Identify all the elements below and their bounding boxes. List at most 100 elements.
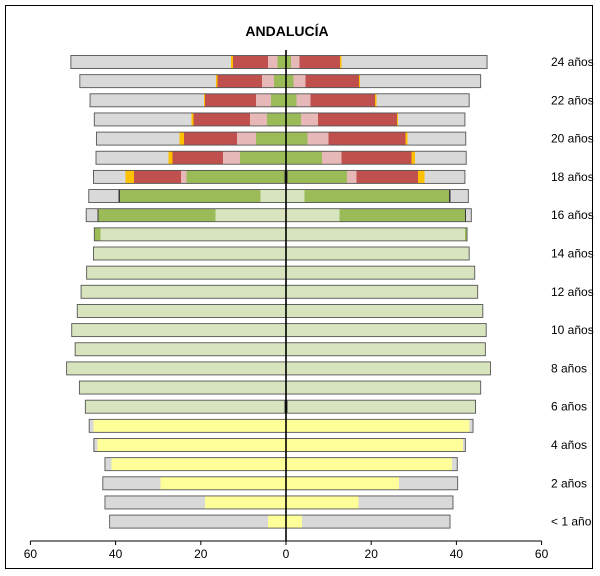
bar-segment-23-a-os-left-green: [274, 74, 286, 88]
bar-segment--1-a-o-right-yellow: [286, 515, 303, 529]
bar-segment-12-a-os-left-light_green: [81, 285, 286, 299]
bar-segment-20-a-os-left-green: [256, 132, 286, 146]
bar-segment-5-a-os-left-yellow: [93, 419, 286, 433]
bar-segment-5-a-os-left-gray: [89, 419, 94, 433]
bar-segment-11-a-os-left-light_green: [77, 304, 286, 318]
bar-segment--1-a-o-left-yellow: [268, 515, 286, 529]
bar-segment-9-a-os-left-light_green: [75, 342, 286, 356]
age-label: < 1 año: [551, 515, 592, 529]
bar-segment-1-a-o-right-gray: [358, 495, 453, 509]
bar-segment-18-a-os-right-green: [287, 170, 347, 184]
bar-segment-5-a-os-right-gray: [469, 419, 474, 433]
bar-segment-3-a-os-right-yellow: [286, 457, 453, 471]
bar-segment-1-a-o-left-gray: [104, 495, 206, 509]
bar-segment-24-a-os-left-green: [277, 55, 286, 69]
bar-segment-13-a-os-right-light_green: [286, 266, 475, 280]
bar-segment-8-a-os-left-light_green: [66, 361, 286, 375]
bar-segment-20-a-os-right-gray: [407, 132, 466, 146]
bar-segment-8-a-os-right-light_green: [286, 361, 491, 375]
age-label: 10 años: [551, 323, 594, 337]
bar-segment-16-a-os-left-green: [98, 208, 216, 222]
bar-segment-19-a-os-left-gray: [96, 151, 169, 165]
bar-segment-16-a-os-left-light_green: [215, 208, 286, 222]
bar-segment-21-a-os-left-orange: [191, 112, 194, 126]
bar-segment-16-a-os-right-green: [339, 208, 465, 222]
bar-segment-3-a-os-right-gray: [452, 457, 458, 471]
bar-segment-21-a-os-right-pink: [300, 112, 318, 126]
x-tick-label: 60: [535, 547, 549, 561]
bar-segment-21-a-os-right-gray: [398, 112, 465, 126]
bar-segment-18-a-os-left-pink: [180, 170, 187, 184]
age-label: 6 años: [551, 400, 587, 414]
bar-segment-22-a-os-right-red: [310, 93, 376, 107]
age-label: 24 años: [551, 55, 594, 69]
bar-segment-20-a-os-right-orange: [405, 132, 408, 146]
bar-segment-19-a-os-left-green: [239, 151, 286, 165]
bar-segment-20-a-os-right-pink: [307, 132, 329, 146]
bar-segment-19-a-os-right-pink: [322, 151, 342, 165]
bar-segment-7-a-os-right-light_green: [286, 381, 481, 395]
bar-segment-22-a-os-left-orange: [203, 93, 206, 107]
age-label: 14 años: [551, 247, 594, 261]
bar-segment-23-a-os-left-pink: [262, 74, 275, 88]
bar-segment-17-a-os-right-dark: [449, 189, 451, 203]
bar-segment-24-a-os-left-pink: [268, 55, 278, 69]
bar-segment-4-a-os-left-gray: [93, 438, 98, 452]
bar-segment-23-a-os-left-gray: [79, 74, 217, 88]
bar-segment-6-a-os-right-light_green: [287, 400, 476, 414]
bar-segment-9-a-os-right-light_green: [286, 342, 486, 356]
bar-segment-17-a-os-right-green: [304, 189, 450, 203]
bar-segment-24-a-os-right-green: [286, 55, 292, 69]
bar-segment-20-a-os-left-red: [183, 132, 238, 146]
bar-segment-21-a-os-left-pink: [249, 112, 267, 126]
bar-segment-17-a-os-left-green: [119, 189, 261, 203]
bar-segment-12-a-os-right-light_green: [286, 285, 478, 299]
age-label: 22 años: [551, 93, 594, 107]
bar-segment-2-a-os-left-yellow: [160, 476, 286, 490]
bar-segment-4-a-os-right-yellow: [286, 438, 463, 452]
bar-segment-17-a-os-left-gray: [88, 189, 119, 203]
bar-segment-23-a-os-left-orange: [216, 74, 218, 88]
bar-segment-4-a-os-left-yellow: [97, 438, 287, 452]
bar-segment-24-a-os-right-orange: [340, 55, 342, 69]
bar-segment-18-a-os-left-orange: [125, 170, 134, 184]
bar-segment-18-a-os-right-gray: [424, 170, 465, 184]
bar-segment-23-a-os-right-gray: [360, 74, 481, 88]
bar-segment-6-a-os-left-light_green: [85, 400, 285, 414]
bar-segment-21-a-os-left-green: [266, 112, 286, 126]
age-label: 4 años: [551, 438, 587, 452]
bar-segment-17-a-os-right-light_green: [286, 189, 305, 203]
bar-segment-20-a-os-left-pink: [237, 132, 257, 146]
bar-segment-22-a-os-left-gray: [90, 93, 204, 107]
bar-segment-19-a-os-left-pink: [222, 151, 240, 165]
bar-segment-15-a-os-right-green: [464, 227, 468, 241]
bar-segment-18-a-os-right-pink: [346, 170, 357, 184]
bar-segment-16-a-os-right-dark: [464, 208, 467, 222]
bar-segment-18-a-os-left-red: [133, 170, 181, 184]
bar-segment-22-a-os-left-red: [205, 93, 257, 107]
bar-segment-14-a-os-left-light_green: [93, 247, 286, 260]
bar-segment-18-a-os-right-orange: [418, 170, 425, 184]
bar-segment-19-a-os-left-orange: [168, 151, 173, 165]
bar-segment-7-a-os-left-light_green: [79, 381, 286, 395]
bar-segment-22-a-os-right-pink: [296, 93, 311, 107]
bar-segment-16-a-os-right-gray: [466, 208, 472, 222]
age-label: 8 años: [551, 361, 587, 375]
bar-segment-5-a-os-right-yellow: [286, 419, 470, 433]
bar-segment-17-a-os-left-light_green: [260, 189, 286, 203]
bar-segment-22-a-os-left-pink: [256, 93, 272, 107]
bar-segment-3-a-os-left-gray: [104, 457, 112, 471]
bar-segment-15-a-os-right-light_green: [286, 227, 465, 241]
x-tick-label: 40: [109, 547, 123, 561]
bar-segment-16-a-os-left-dark: [97, 208, 99, 222]
age-label: 12 años: [551, 285, 594, 299]
bar-segment-18-a-os-right-red: [356, 170, 419, 184]
bar-segment--1-a-o-right-gray: [302, 515, 451, 529]
bar-segment-20-a-os-right-green: [286, 132, 308, 146]
bar-segment-23-a-os-right-orange: [358, 74, 361, 88]
bar-segment-23-a-os-right-pink: [293, 74, 306, 88]
bar-segment-18-a-os-left-gray: [93, 170, 126, 184]
bar-segment-1-a-o-left-yellow: [205, 495, 286, 509]
bar-segment-21-a-os-right-green: [286, 112, 301, 126]
bar-segment-2-a-os-right-gray: [398, 476, 458, 490]
